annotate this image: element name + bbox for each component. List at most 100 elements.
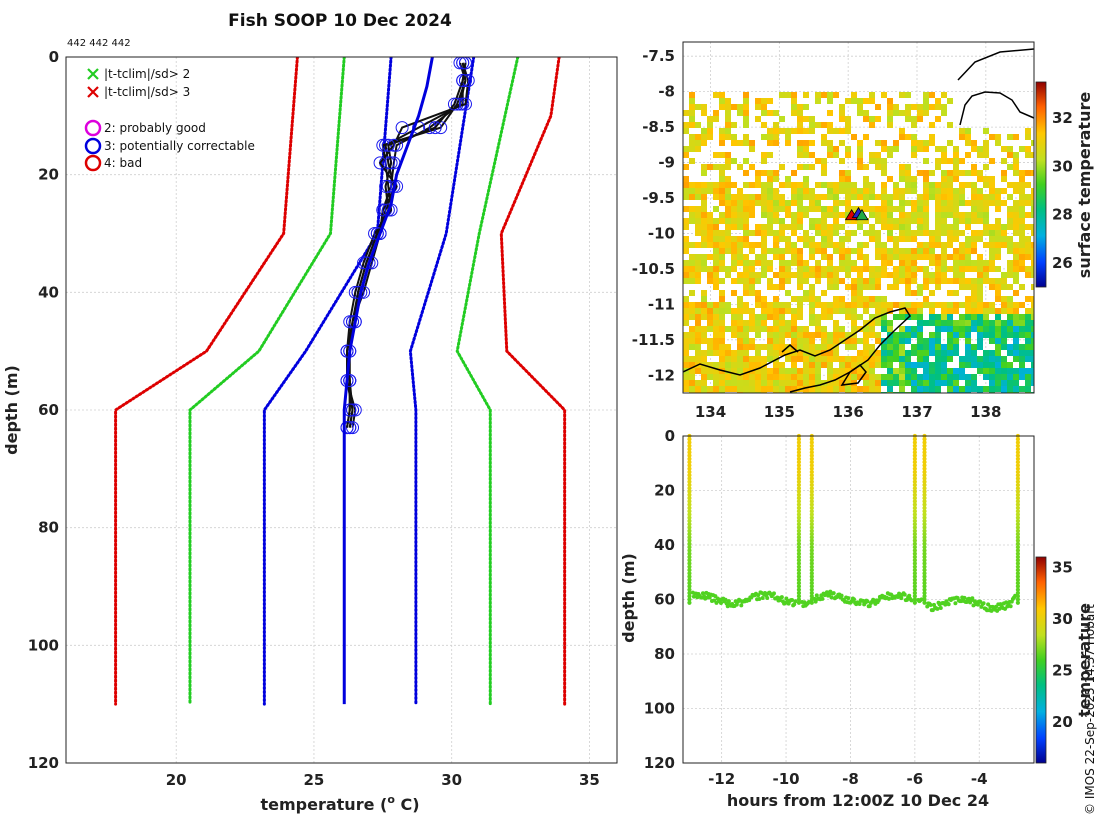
- section-point: [1008, 604, 1013, 609]
- sst-pixel: [995, 374, 1001, 380]
- sst-pixel: [929, 362, 935, 368]
- sst-pixel: [809, 368, 815, 374]
- sst-pixel: [1019, 188, 1025, 194]
- sst-pixel: [713, 386, 719, 392]
- sst-pixel: [1013, 152, 1019, 158]
- section-cast-point: [687, 453, 692, 458]
- sst-pixel: [1019, 218, 1025, 224]
- section-cast-point: [922, 515, 927, 520]
- sst-pixel: [767, 380, 773, 386]
- sst-pixel: [869, 182, 875, 188]
- sst-pixel: [959, 242, 965, 248]
- section-cast-point: [796, 440, 802, 445]
- sst-pixel: [737, 200, 743, 206]
- sst-pixel: [767, 200, 773, 206]
- sst-pixel: [917, 242, 923, 248]
- sst-pixel: [1025, 182, 1031, 188]
- sst-pixel: [1013, 278, 1019, 284]
- sst-pixel: [833, 266, 839, 272]
- section-point: [775, 595, 780, 600]
- sst-pixel: [977, 146, 983, 152]
- sst-pixel: [701, 254, 707, 260]
- sst-pixel: [1025, 296, 1031, 302]
- sst-pixel: [953, 302, 959, 308]
- sst-pixel: [743, 170, 749, 176]
- sst-pixel: [803, 278, 809, 284]
- sst-pixel: [941, 362, 947, 368]
- sst-pixel: [839, 386, 845, 392]
- sst-pixel: [1019, 176, 1025, 182]
- sst-pixel: [995, 326, 1001, 332]
- sst-pixel: [707, 218, 713, 224]
- section-cast-point: [809, 502, 814, 507]
- sst-pixel: [767, 176, 773, 182]
- sst-pixel: [917, 350, 923, 356]
- sst-pixel: [1007, 386, 1013, 392]
- sst-pixel: [797, 206, 803, 212]
- sst-pixel: [923, 380, 929, 386]
- sst-pixel: [935, 350, 941, 356]
- sst-pixel: [1007, 272, 1013, 278]
- sst-pixel: [755, 314, 761, 320]
- sst-pixel: [935, 302, 941, 308]
- sst-pixel: [791, 254, 797, 260]
- sst-pixel: [737, 206, 743, 212]
- sst-pixel: [929, 242, 935, 248]
- sst-pixel: [827, 332, 833, 338]
- section-cast-point: [922, 450, 927, 455]
- section-cast-point: [809, 525, 814, 530]
- sst-pixel: [911, 314, 917, 320]
- sst-pixel: [761, 170, 767, 176]
- temp-colorbar-tick: 25: [1052, 661, 1073, 679]
- sst-pixel: [953, 236, 959, 242]
- section-cast-point: [687, 567, 692, 573]
- sst-pixel: [791, 188, 797, 194]
- section-cast-point: [687, 509, 692, 514]
- sst-pixel: [827, 272, 833, 278]
- sst-pixel: [701, 314, 707, 320]
- sst-pixel: [821, 314, 827, 320]
- sst-pixel: [707, 374, 713, 380]
- sst-pixel: [857, 206, 863, 212]
- sst-pixel: [785, 242, 791, 248]
- sst-pixel: [851, 344, 857, 350]
- sst-pixel: [731, 194, 737, 200]
- sst-pixel: [809, 386, 815, 392]
- sst-pixel: [1025, 194, 1031, 200]
- sst-pixel: [755, 374, 761, 380]
- sst-pixel: [743, 320, 749, 326]
- sst-pixel: [851, 386, 857, 392]
- sst-pixel: [779, 368, 785, 374]
- sst-pixel: [917, 344, 923, 350]
- sst-pixel: [707, 320, 713, 326]
- sst-pixel: [857, 110, 863, 116]
- sst-pixel: [791, 230, 797, 236]
- sst-pixel: [809, 128, 815, 134]
- sst-pixel: [761, 158, 767, 164]
- sst-pixel: [857, 158, 863, 164]
- sst-pixel: [803, 290, 809, 296]
- sst-pixel: [935, 104, 941, 110]
- section-cast-point: [796, 512, 802, 517]
- sst-pixel: [983, 266, 989, 272]
- sst-pixel: [977, 236, 983, 242]
- sst-pixel: [857, 356, 863, 362]
- sst-pixel: [935, 218, 941, 224]
- sst-pixel: [815, 344, 821, 350]
- sst-pixel: [959, 302, 965, 308]
- sst-pixel: [719, 236, 725, 242]
- sst-pixel: [899, 176, 905, 182]
- sst-pixel: [827, 266, 833, 272]
- sst-pixel: [947, 332, 953, 338]
- sst-pixel: [761, 182, 767, 188]
- sst-pixel: [809, 380, 815, 386]
- sst-pixel: [773, 368, 779, 374]
- climatology-line: [114, 57, 299, 706]
- sst-pixel: [959, 368, 965, 374]
- sst-pixel: [971, 296, 977, 302]
- sst-pixel: [851, 248, 857, 254]
- sst-pixel: [881, 248, 887, 254]
- sst-pixel: [689, 254, 695, 260]
- section-cast-point: [1015, 528, 1020, 533]
